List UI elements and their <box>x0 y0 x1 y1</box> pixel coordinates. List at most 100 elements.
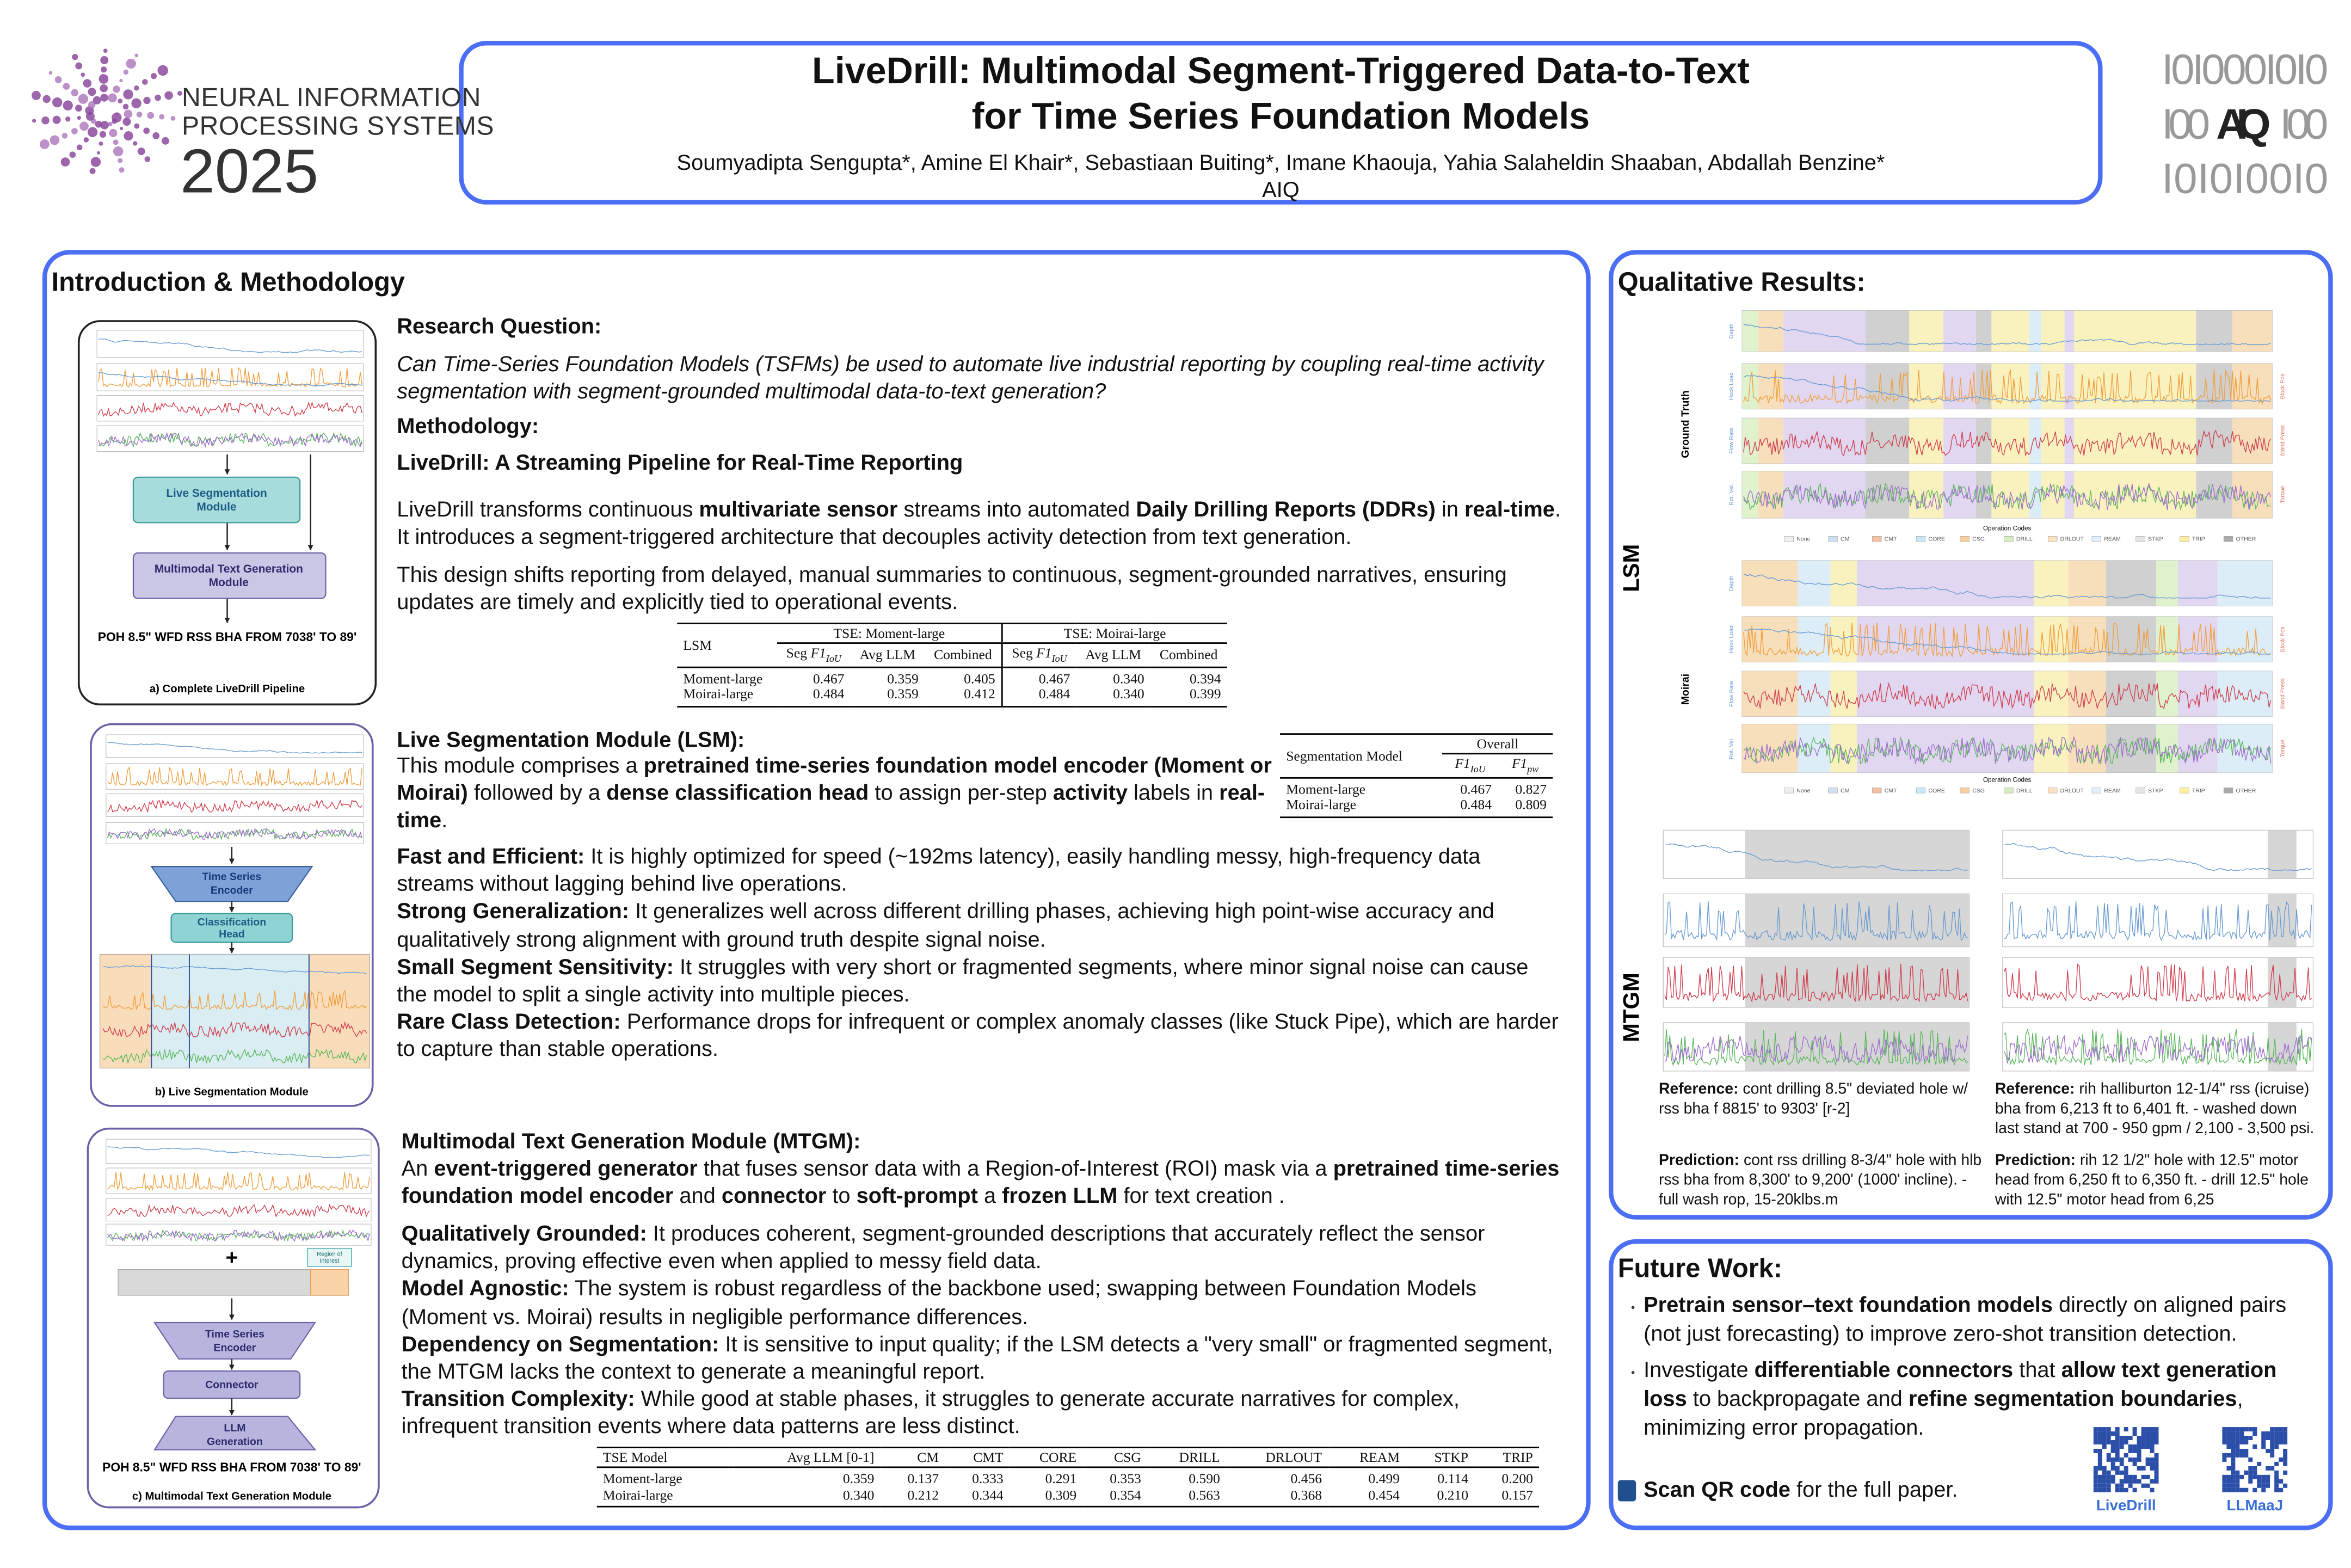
logo-dot <box>170 115 176 121</box>
signal-trace <box>107 742 362 754</box>
logo-dot <box>41 116 50 125</box>
label: c) Multimodal Text Generation Module <box>132 1490 331 1502</box>
plot-frame <box>96 330 364 358</box>
table-cell: 0.344 <box>972 1487 1004 1502</box>
table-header: Seg F1IoU <box>1001 643 1076 667</box>
logo-dot <box>118 158 123 163</box>
logo-dot <box>90 157 101 167</box>
qr-module <box>2115 1466 2120 1471</box>
qr-module <box>2239 1440 2244 1444</box>
qr-module <box>2222 1427 2227 1432</box>
table-row: Moirai-large 0.340 0.212 0.344 0.309 0.354 0.5… <box>597 1487 1539 1506</box>
table-cell: 0.563 <box>1189 1487 1220 1502</box>
label: Connector <box>205 1379 259 1391</box>
qr-module <box>2226 1487 2231 1492</box>
qr-module <box>2222 1453 2227 1458</box>
table-header: Avg LLM [0-1] <box>787 1449 875 1465</box>
logo-dot <box>100 84 108 93</box>
plot-band <box>2267 957 2297 1008</box>
table-cell: 0.212 <box>907 1487 939 1502</box>
logo-dot <box>75 62 83 70</box>
qr-module <box>2274 1470 2279 1475</box>
label: Time Series <box>202 871 261 883</box>
point: Fast and Efficient: It is highly optimiz… <box>397 844 1563 899</box>
legend-swatch <box>2223 536 2233 542</box>
table-cell: 0.484 <box>1460 797 1492 813</box>
label: TRIP <box>2192 788 2205 794</box>
plot-band <box>1866 310 1910 352</box>
qr-module <box>2137 1444 2141 1449</box>
qr-module <box>2154 1440 2159 1444</box>
signal-trace <box>2003 963 2312 1002</box>
label: REAM <box>2104 788 2121 794</box>
section-heading: Qualitative Results: <box>1617 266 1866 297</box>
qr-module <box>2274 1479 2279 1484</box>
qr-module <box>2235 1444 2240 1449</box>
qr-module <box>2270 1440 2275 1444</box>
plot-band <box>151 954 309 1068</box>
table-header: Combined <box>934 647 992 663</box>
signal-trace <box>107 1229 370 1243</box>
qr-module <box>2115 1448 2120 1453</box>
qr-module <box>2119 1483 2124 1488</box>
qr-module <box>2235 1474 2240 1479</box>
label: None <box>1796 536 1810 543</box>
text-run: IoU <box>1470 765 1486 776</box>
table-cell: 0.467 <box>1442 777 1498 798</box>
label: Flow Rate <box>1728 681 1734 707</box>
logo-dot <box>133 141 138 146</box>
logo-dot <box>134 123 140 129</box>
signal-trace <box>98 372 362 386</box>
qr-module <box>2274 1444 2279 1449</box>
table-cell: Moment-large <box>1280 777 1443 798</box>
label: Block Pos <box>2280 373 2286 399</box>
text-run: Model Agnostic: <box>401 1277 569 1302</box>
qr-module <box>2270 1466 2275 1471</box>
plot-band <box>2068 560 2106 606</box>
plot-band <box>2106 560 2156 606</box>
logo-dot <box>113 146 124 157</box>
signal-trace <box>98 338 362 353</box>
table-header: Seg F1IoU <box>777 643 851 667</box>
table-cell: 0.210 <box>1437 1487 1469 1502</box>
qr-module <box>2283 1427 2288 1432</box>
table-header: Segmentation Model <box>1286 748 1403 764</box>
qr-module <box>2252 1474 2257 1479</box>
label: Torque <box>2280 740 2286 757</box>
qr-module <box>2132 1461 2137 1466</box>
qr-module <box>2102 1466 2107 1471</box>
qr-module <box>2097 1466 2102 1471</box>
qr-module <box>2097 1457 2102 1462</box>
qr-module <box>2141 1444 2146 1449</box>
qr-module <box>2248 1427 2253 1432</box>
qr-module <box>2248 1466 2253 1471</box>
subheading: LiveDrill: A Streaming Pipeline for Real… <box>397 451 963 476</box>
table-cell: 0.157 <box>1501 1487 1533 1502</box>
logo-dot <box>134 85 139 91</box>
legend-swatch <box>1872 536 1882 542</box>
qr-module <box>2231 1479 2236 1484</box>
label: None <box>1796 788 1810 794</box>
qr-module <box>2128 1444 2133 1449</box>
qr-module <box>2102 1487 2107 1492</box>
subheading: Research Question: <box>397 315 602 340</box>
text-run: refine segmentation boundaries <box>1908 1387 2237 1412</box>
text-run: event-triggered generator <box>434 1157 698 1182</box>
qr-module <box>2150 1448 2155 1453</box>
paragraph: This design shifts reporting from delaye… <box>397 563 1507 616</box>
point-list: Fast and Efficient: It is highly optimiz… <box>397 844 1563 1064</box>
qr-module <box>2093 1431 2098 1436</box>
label: CSG <box>1972 788 1985 794</box>
logo-dot <box>65 116 71 122</box>
logo-dot <box>100 121 109 130</box>
text-run: allow text generation loss <box>1644 1358 2277 1412</box>
logo-dot <box>113 85 120 93</box>
signal-trace <box>98 401 362 417</box>
table-cell: 0.484 <box>813 686 845 702</box>
text-run: differentiable connectors <box>1754 1358 2014 1383</box>
point: Model Agnostic: The system is robust reg… <box>402 1276 1560 1331</box>
qr-module <box>2102 1440 2107 1444</box>
qr-module <box>2235 1431 2240 1436</box>
logo-dot <box>152 132 160 139</box>
qr-module <box>2248 1457 2253 1462</box>
